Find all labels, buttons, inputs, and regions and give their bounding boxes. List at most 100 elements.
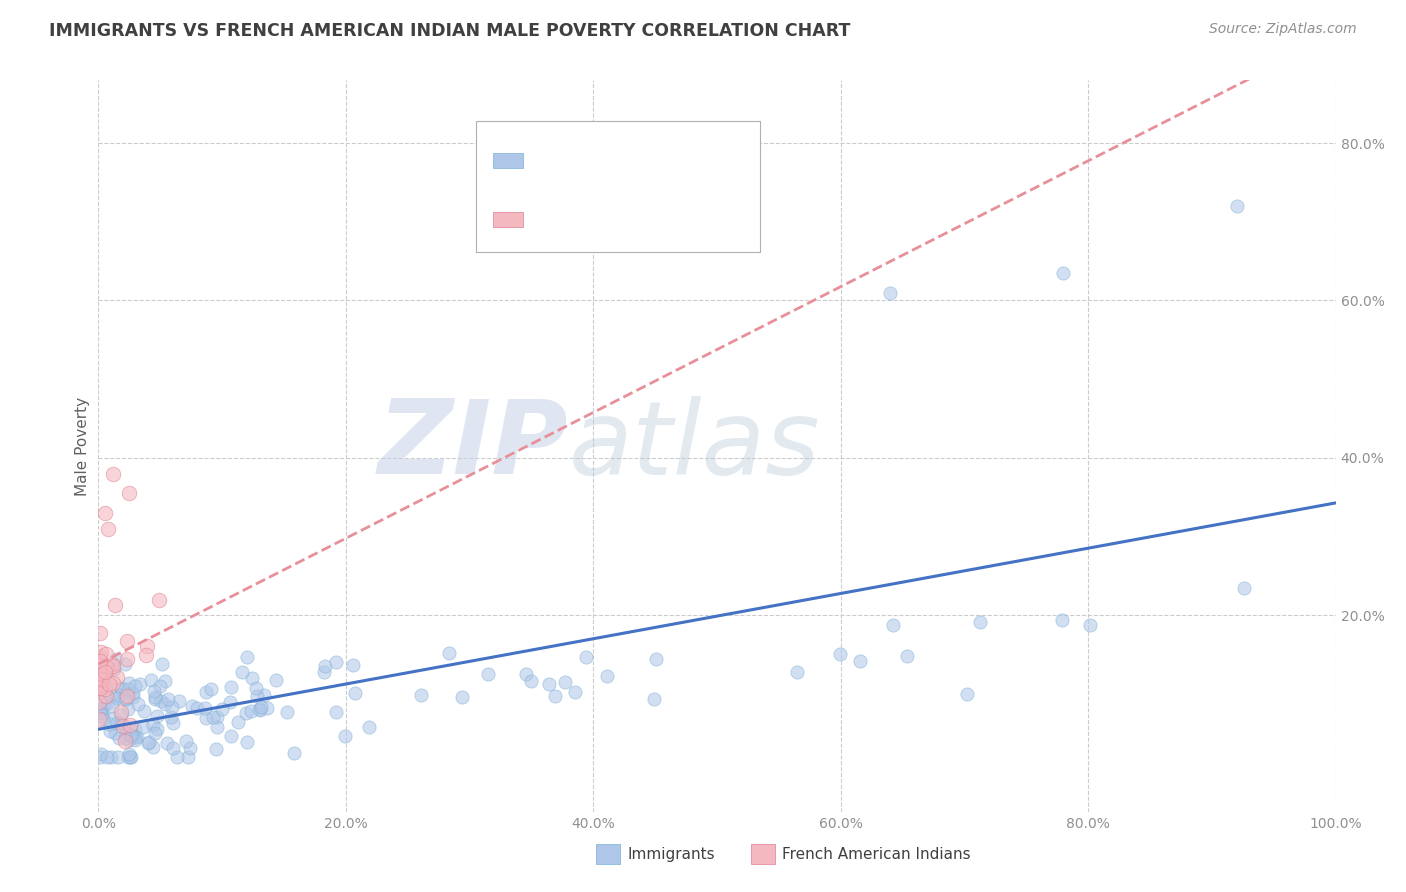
Point — [97, 522, 120, 536]
Point — [93, 665, 115, 679]
Point — [136, 639, 159, 653]
Text: Source: ZipAtlas.com: Source: ZipAtlas.com — [1209, 22, 1357, 37]
Point — [342, 657, 364, 672]
Point — [120, 749, 142, 764]
Point — [97, 663, 120, 677]
Point — [879, 285, 901, 300]
Point — [114, 657, 136, 671]
Point — [103, 662, 125, 676]
Point — [136, 736, 159, 750]
Point — [118, 722, 141, 736]
Point — [89, 681, 111, 695]
Point — [108, 688, 131, 702]
Point — [312, 665, 335, 679]
Point — [105, 690, 128, 705]
Point — [194, 701, 217, 715]
Point — [155, 698, 177, 712]
Point — [118, 733, 141, 747]
Point — [167, 694, 190, 708]
Point — [115, 633, 138, 648]
Point — [148, 593, 170, 607]
Text: N =: N = — [655, 152, 685, 167]
Point — [117, 681, 139, 696]
Point — [146, 709, 169, 723]
Point — [98, 723, 121, 738]
Point — [143, 692, 166, 706]
Point — [121, 686, 143, 700]
Point — [124, 733, 146, 747]
Point — [111, 681, 134, 696]
Point — [91, 709, 114, 723]
Point — [155, 674, 177, 689]
Point — [564, 685, 586, 699]
Point — [830, 648, 852, 662]
Point — [219, 729, 242, 743]
Point — [117, 702, 139, 716]
Point — [110, 681, 132, 696]
Point — [127, 697, 149, 711]
Point — [98, 717, 121, 731]
Point — [515, 667, 537, 681]
Point — [245, 681, 267, 695]
Point — [87, 712, 110, 726]
Text: ZIP: ZIP — [378, 395, 568, 497]
Point — [207, 710, 229, 724]
Point — [236, 735, 259, 749]
Text: 0.263: 0.263 — [588, 210, 636, 225]
Point — [256, 701, 278, 715]
Point — [141, 673, 163, 687]
Point — [177, 749, 200, 764]
Point — [89, 648, 111, 663]
Point — [162, 715, 184, 730]
FancyBboxPatch shape — [475, 120, 761, 252]
Point — [186, 701, 208, 715]
Point — [104, 726, 127, 740]
Point — [115, 652, 138, 666]
Point — [333, 729, 356, 743]
Point — [357, 720, 380, 734]
Point — [180, 699, 202, 714]
Point — [110, 705, 132, 719]
Point — [120, 728, 142, 742]
Point — [100, 657, 122, 671]
Point — [142, 718, 165, 732]
Point — [124, 722, 146, 736]
Point — [1050, 614, 1073, 628]
Point — [174, 734, 197, 748]
Point — [93, 506, 115, 520]
Point — [114, 727, 136, 741]
Point — [118, 676, 141, 690]
Point — [124, 679, 146, 693]
Point — [150, 657, 173, 671]
Point — [112, 719, 135, 733]
Point — [437, 646, 460, 660]
Point — [205, 720, 228, 734]
Point — [143, 690, 166, 705]
Point — [94, 690, 117, 704]
Point — [554, 674, 576, 689]
Point — [114, 734, 136, 748]
Point — [236, 650, 259, 665]
Point — [325, 655, 347, 669]
Point — [118, 718, 141, 732]
Point — [246, 689, 269, 703]
Text: IMMIGRANTS VS FRENCH AMERICAN INDIAN MALE POVERTY CORRELATION CHART: IMMIGRANTS VS FRENCH AMERICAN INDIAN MAL… — [49, 22, 851, 40]
FancyBboxPatch shape — [494, 211, 523, 227]
Point — [344, 686, 367, 700]
Point — [108, 731, 131, 745]
Point — [94, 681, 117, 696]
Point — [235, 706, 257, 721]
Point — [644, 652, 666, 666]
Point — [956, 687, 979, 701]
Point — [89, 626, 111, 640]
Point — [145, 726, 167, 740]
Point — [117, 749, 139, 764]
Text: N =: N = — [655, 210, 685, 225]
Text: R =: R = — [534, 210, 562, 225]
Point — [162, 741, 184, 756]
Point — [105, 670, 128, 684]
Point — [117, 690, 139, 704]
Point — [226, 714, 249, 729]
Point — [231, 665, 253, 679]
Point — [87, 665, 110, 680]
